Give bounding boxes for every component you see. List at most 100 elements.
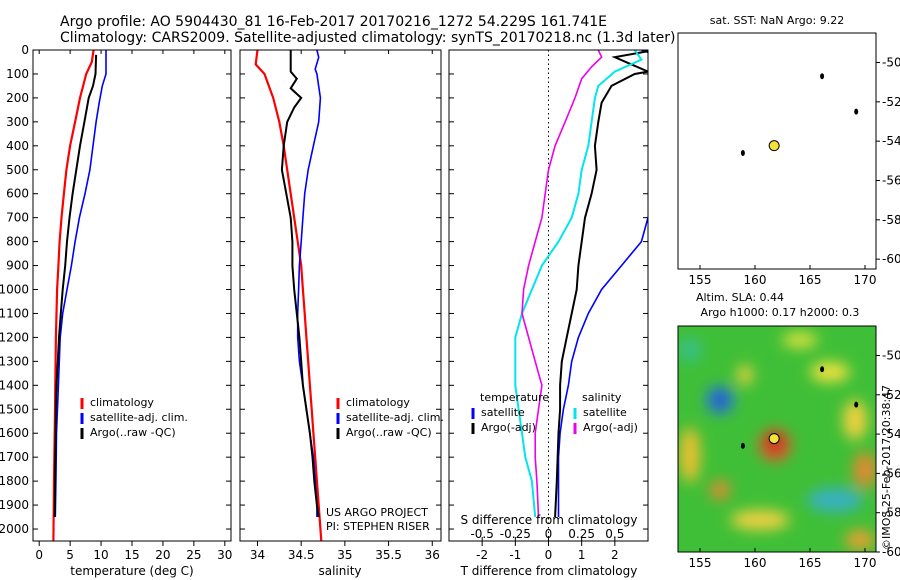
sla-map-island <box>740 442 745 449</box>
difference-temperature-argo-line <box>554 50 648 518</box>
y-tick-label: 0 <box>21 43 29 57</box>
sst-map-y-tick-label: -56 <box>882 174 900 188</box>
temperature-legend: climatology satellite-adj. clim. Argo(..… <box>80 396 188 439</box>
legend-label-climatology: climatology <box>346 396 410 409</box>
y-tick-label: 600 <box>6 187 29 201</box>
x-tick-label: 1 <box>578 548 586 562</box>
x-tick-label-salinity: 0.5 <box>605 527 624 541</box>
sla-map-island <box>820 366 825 373</box>
sla-map-y-tick-label: -50 <box>882 348 900 362</box>
x-tick-label: 0 <box>35 548 43 562</box>
y-tick-label: 400 <box>6 139 29 153</box>
sla-map-y-tick-label: -60 <box>882 545 900 559</box>
sla-map-x-tick-label: 160 <box>744 556 767 570</box>
sla-map-subtitle: Argo h1000: 0.17 h2000: 0.3 <box>701 306 860 319</box>
sst-float-marker <box>768 140 780 152</box>
y-tick-label: 1900 <box>0 498 29 512</box>
y-tick-label: 1700 <box>0 450 29 464</box>
difference-x-axis: -2 -1 0 1 2 -0.5 -0.25 0 0.25 0.5 <box>470 527 624 562</box>
sst-map-island <box>820 73 825 80</box>
sst-map-x-tick-label: 165 <box>799 273 822 287</box>
x-tick-label: 15 <box>124 548 139 562</box>
x-tick-label: -1 <box>509 548 521 562</box>
temperature-satellite-line <box>54 50 107 518</box>
temperature-frame <box>32 49 232 542</box>
difference-temperature-satellite-line <box>557 50 648 517</box>
y-tick-label: 1100 <box>0 306 29 320</box>
x-tick-label: 5 <box>66 548 74 562</box>
difference-x-label-bottom: T difference from climatology <box>460 564 638 578</box>
y-tick-label: 800 <box>6 235 29 249</box>
x-tick-label-salinity: -0.5 <box>470 527 493 541</box>
legend-label-temperature-satellite: satellite <box>481 406 525 419</box>
salinity-satellite-line <box>296 50 322 517</box>
y-tick-label: 1500 <box>0 402 29 416</box>
sst-map-island <box>854 108 859 115</box>
difference-x-label-top: S difference from climatology <box>461 513 638 527</box>
legend-label-argo: Argo(..raw -QC) <box>90 426 176 439</box>
sst-map-islands <box>740 73 859 156</box>
legend-label-salinity-satellite: satellite <box>583 406 627 419</box>
sla-map-x-tick-label: 165 <box>799 556 822 570</box>
x-tick-label: 35.5 <box>375 548 402 562</box>
sst-map-axes: 155 160 165 170 -50 -52 -54 -56 -58 -60 <box>689 56 900 288</box>
legend-label-temperature-argo: Argo(-adj) <box>481 421 536 434</box>
x-tick-label: 36 <box>425 548 440 562</box>
sla-map-title: Altim. SLA: 0.44 <box>696 291 784 304</box>
x-tick-label: 35 <box>337 548 352 562</box>
sst-map-y-tick-label: -50 <box>882 56 900 70</box>
sst-map-y-tick-label: -58 <box>882 213 900 227</box>
legend-label-satellite: satellite-adj. clim. <box>346 411 444 424</box>
difference-salinity-argo-line <box>521 50 603 518</box>
sla-map-panel: Altim. SLA: 0.44 Argo h1000: 0.17 h2000:… <box>677 291 900 570</box>
y-tick-label: 100 <box>6 67 29 81</box>
credit-pi: PI: STEPHEN RISER <box>326 520 430 533</box>
salinity-frame <box>239 49 442 542</box>
header-title: Argo profile: AO 5904430_81 16-Feb-2017 … <box>60 14 607 30</box>
y-tick-label: 1400 <box>0 378 29 392</box>
sla-heatmap <box>678 326 876 552</box>
salinity-legend: climatology satellite-adj. clim. Argo(..… <box>336 396 444 439</box>
imos-credit: ©IMOS 25-Feb-2017 20:38:47 <box>880 385 893 550</box>
legend-header-salinity: salinity <box>582 391 622 404</box>
y-tick-label: 2000 <box>0 522 29 536</box>
difference-panel: -2 -1 0 1 2 -0.5 -0.25 0 0.25 0.5 T difference fr… <box>448 49 649 578</box>
y-tick-label: 1800 <box>0 474 29 488</box>
sla-map-islands <box>740 366 859 449</box>
difference-y-ticks <box>449 49 648 530</box>
salinity-argo-line <box>280 50 320 518</box>
y-tick-label: 500 <box>6 163 29 177</box>
y-tick-label: 1200 <box>0 330 29 344</box>
salinity-x-label: salinity <box>318 564 361 578</box>
sst-map-frame <box>677 32 877 270</box>
x-tick-label: 0 <box>545 548 553 562</box>
y-tick-label: 700 <box>6 211 29 225</box>
sla-map-y-tick-label: -52 <box>882 388 900 402</box>
sla-map-y-tick-label: -56 <box>882 466 900 480</box>
x-tick-label-salinity: 0.25 <box>568 527 595 541</box>
temperature-x-label: temperature (deg C) <box>70 564 193 578</box>
y-tick-label: 1600 <box>0 426 29 440</box>
credit-project: US ARGO PROJECT <box>326 506 428 519</box>
y-tick-label: 300 <box>6 115 29 129</box>
x-tick-label: 30 <box>217 548 232 562</box>
x-tick-label: 34.5 <box>288 548 315 562</box>
sst-map-y-tick-label: -60 <box>882 252 900 266</box>
temperature-y-axis: 0 100 200 300 400 500 600 700 800 900 1000 1100 1200… <box>0 43 231 536</box>
temperature-climatology-line <box>52 50 95 541</box>
x-tick-label: 25 <box>186 548 201 562</box>
difference-legend: temperature salinity satellite Argo(-adj… <box>471 391 638 434</box>
sst-map-x-tick-label: 160 <box>744 273 767 287</box>
sla-map-x-tick-label: 155 <box>689 556 712 570</box>
sla-map-frame <box>677 325 877 553</box>
sla-map-x-tick-label: 170 <box>854 556 877 570</box>
salinity-y-ticks <box>240 49 441 530</box>
temperature-panel: 0100200300400500600700800900100011001200… <box>0 43 232 578</box>
y-tick-label: 900 <box>6 259 29 273</box>
difference-salinity-satellite-line <box>514 50 643 518</box>
temperature-argo-line <box>53 54 98 518</box>
y-tick-label: 1300 <box>0 354 29 368</box>
salinity-x-axis: 34 34.5 35 35.5 36 <box>250 50 440 562</box>
sst-map-x-tick-label: 155 <box>689 273 712 287</box>
